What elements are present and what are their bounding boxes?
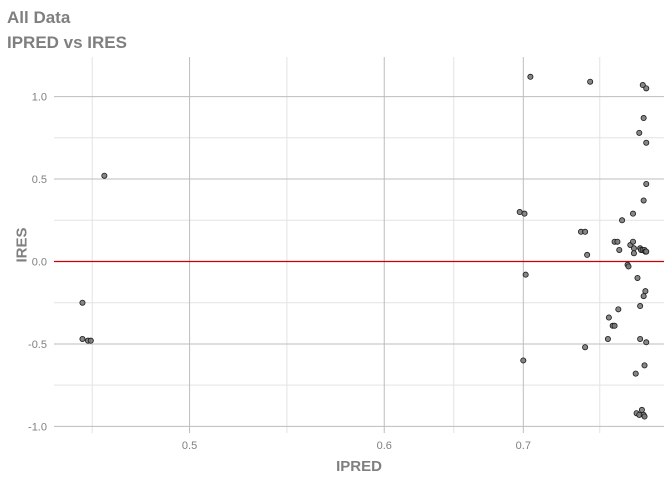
data-point	[643, 248, 650, 255]
data-point	[522, 271, 529, 278]
y-tick-label: 0.0	[32, 256, 47, 268]
data-point	[630, 238, 637, 245]
data-point	[643, 339, 650, 346]
data-point	[632, 370, 639, 377]
data-point	[582, 228, 589, 235]
major-gridlines	[54, 57, 664, 433]
data-point	[642, 288, 649, 295]
data-point	[619, 217, 626, 224]
data-point	[637, 303, 644, 310]
y-tick-label: 1.0	[32, 92, 47, 104]
data-point	[615, 306, 622, 313]
y-axis-ticks: -1.0 -0.5 0.0 0.5 1.0	[28, 92, 47, 434]
minor-gridlines	[54, 57, 664, 433]
data-point	[640, 115, 647, 122]
data-point	[637, 335, 644, 342]
y-tick-label: 0.5	[32, 174, 47, 186]
y-tick-label: -1.0	[28, 421, 47, 433]
data-point	[640, 197, 647, 204]
data-point	[614, 238, 621, 245]
x-tick-label: 0.7	[516, 440, 531, 452]
x-tick-label: 0.5	[182, 440, 197, 452]
x-axis-title: IPRED	[336, 458, 382, 475]
data-point	[641, 413, 648, 420]
data-point	[638, 406, 645, 413]
data-point	[527, 73, 534, 80]
data-point	[101, 172, 108, 179]
data-point	[611, 322, 618, 329]
data-point	[630, 250, 637, 257]
chart-subtitle: IPRED vs IRES	[7, 33, 127, 52]
x-axis-ticks: 0.5 0.6 0.7	[182, 440, 531, 452]
y-tick-label: -0.5	[28, 339, 47, 351]
data-point	[616, 246, 623, 253]
data-point	[630, 245, 637, 252]
data-point	[634, 274, 641, 281]
data-point	[605, 314, 612, 321]
data-point	[520, 357, 527, 364]
data-point	[87, 337, 94, 344]
data-point	[79, 299, 86, 306]
data-point	[604, 335, 611, 342]
data-point	[643, 139, 650, 146]
data-point	[582, 344, 589, 351]
data-points	[79, 73, 650, 420]
y-axis-title: IRES	[13, 227, 30, 262]
data-point	[625, 263, 632, 270]
data-point	[521, 210, 528, 217]
data-point	[643, 85, 650, 92]
data-point	[587, 78, 594, 85]
data-point	[636, 129, 643, 136]
x-tick-label: 0.6	[377, 440, 392, 452]
data-point	[630, 210, 637, 217]
data-point	[79, 335, 86, 342]
data-point	[640, 293, 647, 300]
chart-title: All Data	[7, 8, 71, 27]
data-point	[584, 251, 591, 258]
data-point	[643, 180, 650, 187]
data-point	[641, 362, 648, 369]
